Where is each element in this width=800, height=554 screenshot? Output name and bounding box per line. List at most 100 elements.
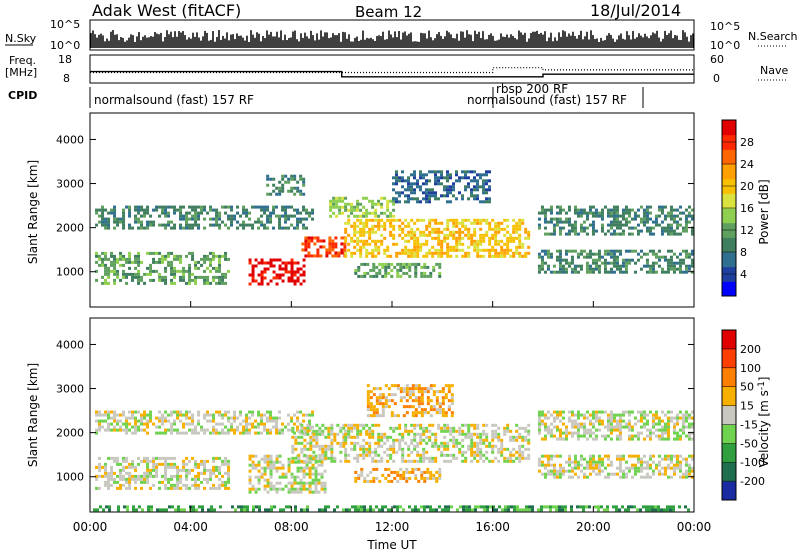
velocity-cell	[675, 463, 679, 467]
velocity-cell	[474, 508, 477, 512]
velocity-cell	[296, 410, 300, 414]
velocity-cell	[227, 468, 231, 472]
power-cell	[299, 174, 303, 178]
velocity-cell	[369, 390, 373, 394]
velocity-cell	[645, 460, 649, 464]
power-cell	[293, 273, 297, 277]
power-cell	[242, 226, 246, 230]
power-cell	[434, 191, 437, 195]
power-cell	[149, 269, 153, 273]
power-cell	[591, 258, 595, 262]
velocity-cell	[564, 505, 567, 509]
velocity-cell	[266, 466, 270, 470]
velocity-cell	[170, 477, 174, 481]
power-cell	[488, 251, 492, 255]
velocity-cell	[639, 419, 643, 423]
power-colorbar-tick-label-3: 16	[740, 202, 754, 215]
velocity-cell	[423, 390, 427, 394]
velocity-cell	[497, 459, 501, 463]
power-cell	[546, 220, 550, 224]
power-cell	[410, 173, 413, 177]
power-cell	[407, 200, 410, 204]
velocity-cell	[518, 453, 522, 457]
power-cell	[131, 275, 135, 279]
power-cell	[446, 254, 450, 258]
power-cell	[401, 248, 405, 252]
velocity-cell	[639, 410, 643, 414]
velocity-cell	[684, 472, 688, 476]
power-cell	[278, 273, 282, 277]
velocity-cell	[494, 429, 498, 433]
velocity-cell	[497, 450, 501, 454]
velocity-cell	[194, 462, 198, 466]
power-cell	[134, 208, 138, 212]
velocity-cell	[303, 453, 307, 457]
velocity-cell	[318, 444, 322, 448]
power-cell	[359, 227, 363, 231]
velocity-cell	[561, 431, 565, 435]
power-cell	[266, 220, 270, 224]
power-cell	[272, 189, 276, 193]
velocity-cell	[159, 508, 162, 512]
velocity-cell	[107, 477, 111, 481]
velocity-cell	[398, 438, 402, 442]
velocity-cell	[540, 419, 544, 423]
velocity-cell	[615, 419, 619, 423]
velocity-cell	[401, 447, 405, 451]
velocity-cell	[438, 470, 442, 474]
velocity-cell	[221, 422, 225, 426]
power-cell	[564, 249, 568, 253]
power-cell	[564, 258, 568, 262]
velocity-cell	[248, 454, 252, 458]
power-cell	[642, 220, 646, 224]
velocity-cell	[666, 428, 670, 432]
velocity-colorbar-tick-label-0: 200	[740, 343, 761, 356]
velocity-cell	[461, 438, 465, 442]
power-cell	[305, 217, 309, 221]
velocity-cell	[330, 423, 334, 427]
power-cell	[615, 217, 619, 221]
velocity-cell	[576, 413, 580, 417]
velocity-cell	[558, 413, 562, 417]
power-cell	[488, 200, 491, 204]
velocity-cell	[666, 431, 670, 435]
velocity-cell	[194, 486, 198, 490]
power-cell	[509, 236, 513, 240]
power-cell	[438, 265, 442, 269]
velocity-cell	[206, 477, 210, 481]
velocity-cell	[287, 422, 291, 426]
power-cell	[344, 202, 348, 206]
velocity-cell	[342, 444, 346, 448]
power-cell	[188, 272, 192, 276]
power-cell	[639, 255, 643, 259]
power-cell	[573, 270, 577, 274]
power-cell	[564, 270, 568, 274]
power-cell	[281, 214, 285, 218]
power-cell	[218, 263, 222, 267]
velocity-cell	[651, 505, 654, 509]
power-cell	[437, 221, 441, 225]
power-cell	[546, 232, 550, 236]
velocity-cell	[344, 435, 348, 439]
velocity-cell	[606, 413, 610, 417]
power-cell	[449, 185, 452, 189]
velocity-cell	[407, 447, 411, 451]
power-cell	[543, 226, 547, 230]
power-cell	[416, 197, 419, 201]
power-cell	[555, 255, 559, 259]
power-cell	[437, 254, 441, 258]
velocity-cell	[164, 416, 168, 420]
velocity-cell	[540, 437, 544, 441]
velocity-cell	[258, 508, 261, 512]
velocity-cell	[543, 434, 547, 438]
velocity-cell	[308, 419, 312, 423]
velocity-cell	[567, 419, 571, 423]
velocity-cell	[420, 470, 424, 474]
velocity-cell	[306, 441, 310, 445]
power-cell	[690, 258, 694, 262]
velocity-cell	[392, 459, 396, 463]
velocity-cell	[251, 487, 255, 491]
velocity-cell	[470, 441, 474, 445]
power-cell	[630, 217, 634, 221]
velocity-cell	[95, 419, 99, 423]
